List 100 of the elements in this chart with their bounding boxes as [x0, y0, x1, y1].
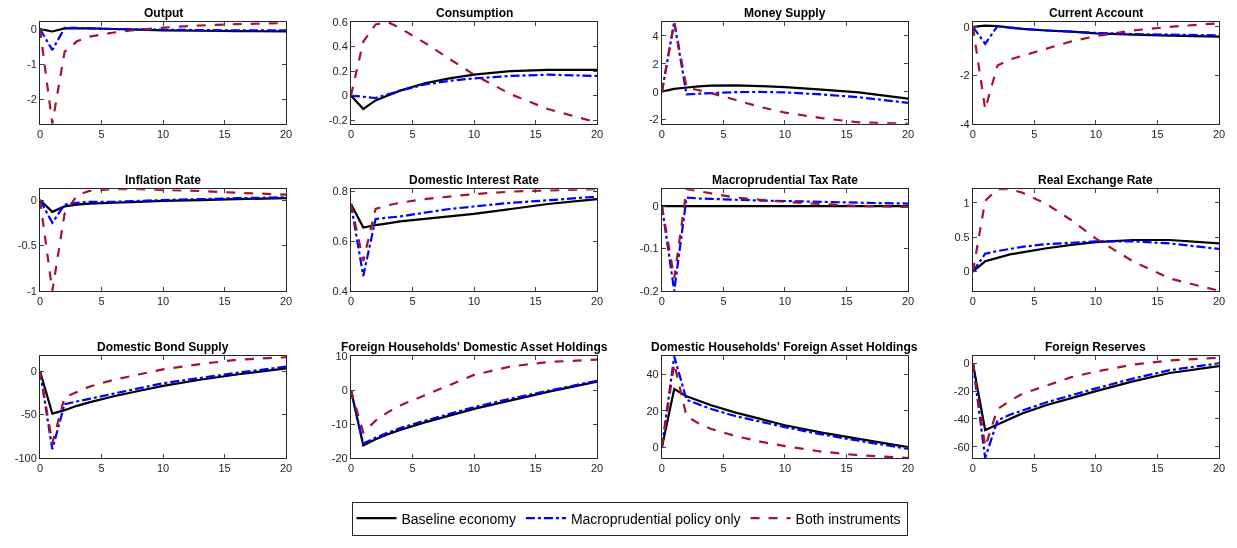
x-tick-label: 15 [529, 295, 542, 308]
x-tick-label: 15 [529, 462, 542, 475]
y-tick-label: 0.8 [332, 185, 348, 198]
line-series [661, 22, 909, 124]
line-series [350, 68, 598, 111]
line-series [350, 358, 598, 434]
x-tick-label: 5 [409, 295, 416, 308]
y-tick-label: -1 [27, 284, 37, 297]
x-tick-label: 5 [720, 127, 727, 140]
y-tick-label: -0.5 [17, 239, 37, 252]
x-tick-label: 15 [1151, 295, 1164, 308]
y-tick-label: 0 [652, 85, 659, 98]
x-tick-label: 10 [778, 127, 792, 140]
x-tick-label: 5 [1031, 462, 1038, 475]
x-tick-label: 15 [840, 127, 853, 140]
line-series [40, 26, 287, 52]
x-tick-label: 20 [1212, 462, 1226, 475]
x-tick-label: 5 [720, 462, 727, 475]
y-tick-label: 0 [30, 193, 37, 206]
y-tick-label: -2 [959, 69, 970, 82]
x-tick-label: 10 [467, 127, 481, 140]
x-tick-label: 20 [279, 462, 293, 475]
chart-title: Consumption [436, 6, 514, 20]
y-tick-label: 0 [963, 265, 970, 278]
line-series [972, 362, 1219, 432]
line-series [350, 197, 598, 229]
y-tick-label: 0.5 [954, 231, 970, 244]
line-series [40, 365, 287, 451]
y-tick-label: 0.4 [332, 284, 348, 297]
line-series [972, 25, 1219, 45]
chart-title: Domestic Interest Rate [409, 173, 540, 187]
y-tick-label: 0 [963, 20, 970, 33]
line-series [972, 189, 1219, 291]
y-tick-label: -4 [959, 117, 970, 130]
y-tick-label: 0.4 [332, 40, 348, 53]
line-series [972, 362, 1219, 458]
x-tick-label: 20 [1212, 127, 1226, 140]
x-tick-label: 20 [1212, 295, 1226, 308]
x-tick-label: 10 [778, 462, 792, 475]
y-tick-label: 0 [652, 199, 659, 212]
legend-label: Baseline economy [401, 510, 516, 527]
line-series [350, 73, 598, 100]
line-series [661, 189, 909, 280]
x-tick-label: 15 [840, 462, 853, 475]
x-tick-label: 10 [156, 295, 170, 308]
chart-title: Current Account [1049, 6, 1144, 20]
chart-title: Output [144, 6, 184, 20]
line-series [661, 22, 909, 104]
x-tick-label: 5 [1031, 295, 1038, 308]
y-tick-label: -1 [27, 57, 37, 70]
y-tick-label: 0.6 [332, 235, 348, 248]
y-tick-label: -0.1 [639, 242, 659, 255]
y-tick-label: 0.2 [332, 64, 348, 77]
x-tick-label: 10 [778, 295, 792, 308]
legend-label: Both instruments [795, 510, 901, 527]
chart-title: Domestic Households' Foreign Asset Holdings [651, 340, 918, 354]
y-tick-label: 0 [652, 440, 659, 453]
y-tick-label: -50 [20, 408, 37, 421]
y-tick-label: -0.2 [328, 113, 348, 126]
x-tick-label: 10 [1089, 462, 1103, 475]
y-tick-label: 1 [963, 196, 970, 209]
x-tick-label: 10 [1089, 127, 1103, 140]
y-tick-label: -2 [27, 93, 37, 106]
x-tick-label: 5 [409, 127, 416, 140]
line-series [40, 197, 287, 213]
line-series [40, 196, 287, 224]
x-tick-label: 15 [840, 295, 853, 308]
x-tick-label: 10 [156, 127, 170, 140]
y-tick-label: 0 [30, 364, 37, 377]
x-tick-label: 20 [901, 462, 915, 475]
x-tick-label: 20 [590, 295, 604, 308]
line-series [661, 84, 909, 100]
x-tick-label: 5 [98, 462, 105, 475]
x-tick-label: 15 [1151, 462, 1164, 475]
y-tick-label: 0 [30, 22, 37, 35]
x-tick-label: 10 [156, 462, 170, 475]
line-series [661, 196, 909, 291]
x-tick-label: 15 [218, 127, 231, 140]
x-tick-label: 20 [901, 127, 915, 140]
y-tick-label: -20 [953, 384, 970, 397]
y-tick-label: -10 [331, 417, 348, 430]
line-series [40, 189, 287, 291]
x-tick-label: 15 [218, 462, 231, 475]
y-tick-label: -20 [331, 451, 348, 464]
chart-title: Domestic Bond Supply [97, 340, 229, 354]
y-tick-label: -40 [953, 412, 970, 425]
line-series [40, 367, 287, 415]
x-tick-label: 10 [1089, 295, 1103, 308]
chart-title: Macroprudential Tax Rate [712, 173, 859, 187]
x-tick-label: 15 [218, 295, 231, 308]
y-tick-label: 40 [646, 368, 659, 381]
y-tick-label: -60 [953, 440, 970, 453]
x-tick-label: 15 [529, 127, 542, 140]
line-series [972, 24, 1219, 38]
y-tick-label: 0 [341, 384, 348, 397]
y-tick-label: 0.6 [332, 15, 348, 28]
y-tick-label: -0.2 [639, 284, 659, 297]
y-tick-label: -2 [648, 113, 659, 126]
x-tick-label: 20 [279, 127, 293, 140]
x-tick-label: 5 [1031, 127, 1038, 140]
